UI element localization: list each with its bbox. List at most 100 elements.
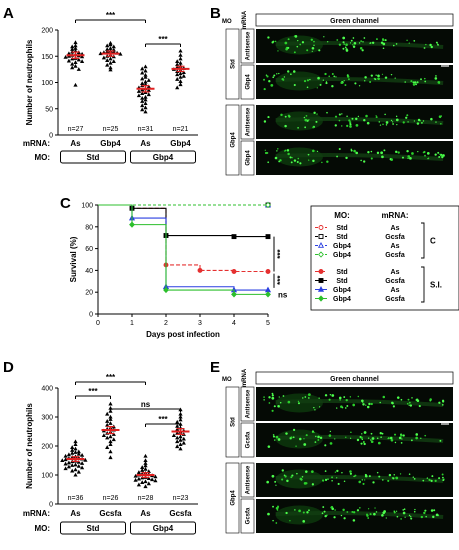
neutrophil-signal bbox=[400, 518, 402, 520]
mo-group-box bbox=[225, 104, 240, 176]
neutrophil-signal bbox=[266, 480, 269, 484]
mrna-label: As bbox=[140, 139, 151, 148]
neutrophil-signal bbox=[381, 73, 384, 75]
neutrophil-signal bbox=[304, 396, 307, 398]
x-tick-label: 0 bbox=[96, 320, 100, 327]
neutrophil-signal bbox=[271, 396, 275, 400]
neutrophil-signal bbox=[284, 150, 286, 152]
neutrophil-signal bbox=[319, 436, 323, 440]
series-marker bbox=[318, 251, 324, 258]
series-marker bbox=[265, 234, 271, 240]
neutrophil-signal bbox=[287, 46, 290, 49]
neutrophil-signal bbox=[426, 152, 430, 155]
neutrophil-signal bbox=[336, 469, 339, 473]
neutrophil-signal bbox=[432, 515, 435, 519]
mrna-column-label: mRNA bbox=[242, 10, 248, 29]
panel-label-c: C bbox=[60, 195, 71, 212]
data-point bbox=[111, 49, 116, 54]
neutrophil-signal bbox=[404, 516, 406, 518]
series-marker bbox=[318, 225, 324, 230]
neutrophil-signal bbox=[346, 124, 349, 128]
neutrophil-signal bbox=[297, 127, 299, 129]
neutrophil-signal bbox=[431, 475, 434, 478]
data-point bbox=[178, 82, 183, 87]
mrna-label: Gcsfa bbox=[169, 509, 192, 518]
neutrophil-signal bbox=[336, 477, 338, 479]
neutrophil-signal bbox=[311, 50, 313, 52]
legend-mo: Std bbox=[336, 225, 347, 232]
n-label: n=26 bbox=[103, 495, 119, 502]
neutrophil-signal bbox=[352, 403, 356, 407]
neutrophil-signal bbox=[439, 439, 442, 442]
data-point bbox=[146, 84, 151, 89]
legend-mrna: Gcsfa bbox=[385, 296, 405, 303]
neutrophil-signal bbox=[324, 394, 328, 397]
neutrophil-signal bbox=[351, 117, 354, 120]
neutrophil-signal bbox=[349, 123, 352, 126]
y-tick-label: 200 bbox=[41, 28, 53, 35]
data-point bbox=[76, 67, 81, 71]
neutrophil-signal bbox=[267, 161, 270, 164]
data-point bbox=[66, 460, 71, 465]
neutrophil-signal bbox=[349, 472, 353, 475]
neutrophil-signal bbox=[407, 121, 409, 123]
neutrophil-signal bbox=[341, 113, 343, 115]
neutrophil-signal bbox=[338, 147, 341, 151]
neutrophil-signal bbox=[343, 480, 346, 482]
data-point bbox=[175, 430, 180, 435]
neutrophil-signal bbox=[404, 81, 406, 83]
neutrophil-signal bbox=[350, 149, 353, 152]
neutrophil-signal bbox=[384, 76, 388, 79]
larva-body bbox=[275, 77, 444, 85]
neutrophil-signal bbox=[382, 479, 384, 481]
data-point bbox=[108, 46, 113, 50]
neutrophil-signal bbox=[442, 476, 444, 479]
neutrophil-signal bbox=[272, 519, 274, 522]
neutrophil-signal bbox=[349, 121, 352, 124]
neutrophil-signal bbox=[407, 155, 411, 158]
neutrophil-signal bbox=[383, 149, 386, 152]
neutrophil-signal bbox=[355, 117, 358, 121]
neutrophil-signal bbox=[342, 36, 346, 40]
neutrophil-signal bbox=[401, 438, 403, 440]
neutrophil-signal bbox=[385, 517, 387, 519]
neutrophil-signal bbox=[296, 472, 298, 475]
neutrophil-signal bbox=[363, 442, 366, 446]
neutrophil-signal bbox=[402, 509, 405, 511]
neutrophil-signal bbox=[378, 475, 381, 478]
data-point bbox=[178, 79, 183, 83]
neutrophil-signal bbox=[279, 159, 282, 162]
neutrophil-signal bbox=[412, 83, 416, 86]
neutrophil-signal bbox=[421, 122, 423, 124]
data-point bbox=[146, 88, 151, 92]
neutrophil-signal bbox=[303, 438, 305, 440]
data-point bbox=[140, 465, 145, 469]
neutrophil-signal bbox=[389, 436, 393, 440]
neutrophil-signal bbox=[378, 121, 381, 123]
neutrophil-signal bbox=[428, 478, 431, 481]
neutrophil-signal bbox=[379, 432, 382, 435]
neutrophil-signal bbox=[321, 161, 323, 164]
neutrophil-signal bbox=[346, 75, 350, 78]
neutrophil-signal bbox=[315, 435, 317, 438]
data-point bbox=[63, 55, 68, 59]
neutrophil-signal bbox=[396, 123, 398, 126]
neutrophil-signal bbox=[272, 76, 275, 79]
neutrophil-signal bbox=[291, 474, 294, 477]
neutrophil-signal bbox=[276, 73, 278, 75]
neutrophil-signal bbox=[380, 436, 382, 438]
neutrophil-signal bbox=[334, 124, 337, 127]
data-point bbox=[178, 434, 183, 439]
neutrophil-signal bbox=[349, 125, 352, 128]
data-point bbox=[140, 103, 145, 108]
image-panel-e: Green channel MO mRNA Antisense Gcsfa Std Anti… bbox=[222, 368, 454, 534]
neutrophil-signal bbox=[278, 396, 280, 398]
n-label: n=28 bbox=[138, 495, 154, 502]
data-point bbox=[140, 99, 145, 103]
neutrophil-signal bbox=[328, 75, 331, 78]
neutrophil-signal bbox=[324, 470, 327, 473]
neutrophil-signal bbox=[422, 151, 425, 154]
neutrophil-signal bbox=[284, 124, 287, 128]
neutrophil-signal bbox=[354, 82, 357, 85]
data-point bbox=[178, 52, 183, 57]
